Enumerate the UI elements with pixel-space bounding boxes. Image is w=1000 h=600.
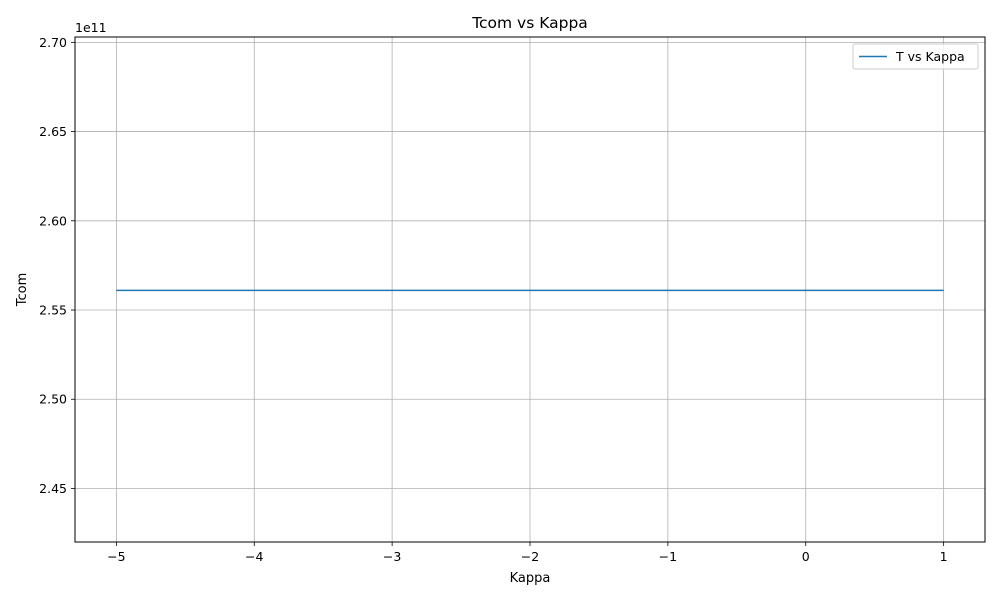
- x-tick-label: −4: [245, 549, 263, 564]
- grid-layer: [75, 37, 985, 542]
- y-axis-label: Tcom: [15, 273, 30, 308]
- tick-layer: −5 −4 −3 −2 −1 0 1 2.45 2.50 2.55 2.60 2.65 2.70: [39, 35, 947, 564]
- x-axis-label: Kappa: [510, 571, 551, 586]
- legend-box: [852, 43, 979, 70]
- legend: T vs Kappa: [852, 43, 979, 70]
- x-tick-label: 1: [940, 549, 948, 564]
- y-tick-label: 2.70: [39, 35, 67, 50]
- y-tick-label: 2.55: [39, 303, 67, 318]
- x-tick-label: −5: [107, 549, 125, 564]
- y-tick-label: 2.45: [39, 481, 67, 496]
- y-tick-label: 2.65: [39, 124, 67, 139]
- y-tick-label: 2.60: [39, 213, 67, 228]
- x-tick-label: −1: [659, 549, 677, 564]
- chart-title: Tcom vs Kappa: [471, 14, 588, 32]
- x-tick-label: −3: [383, 549, 401, 564]
- y-axis-offset-label: 1e11: [75, 20, 107, 35]
- y-tick-label: 2.50: [39, 392, 67, 407]
- x-tick-label: 0: [802, 549, 810, 564]
- x-tick-label: −2: [521, 549, 539, 564]
- legend-entry-label: T vs Kappa: [895, 49, 965, 64]
